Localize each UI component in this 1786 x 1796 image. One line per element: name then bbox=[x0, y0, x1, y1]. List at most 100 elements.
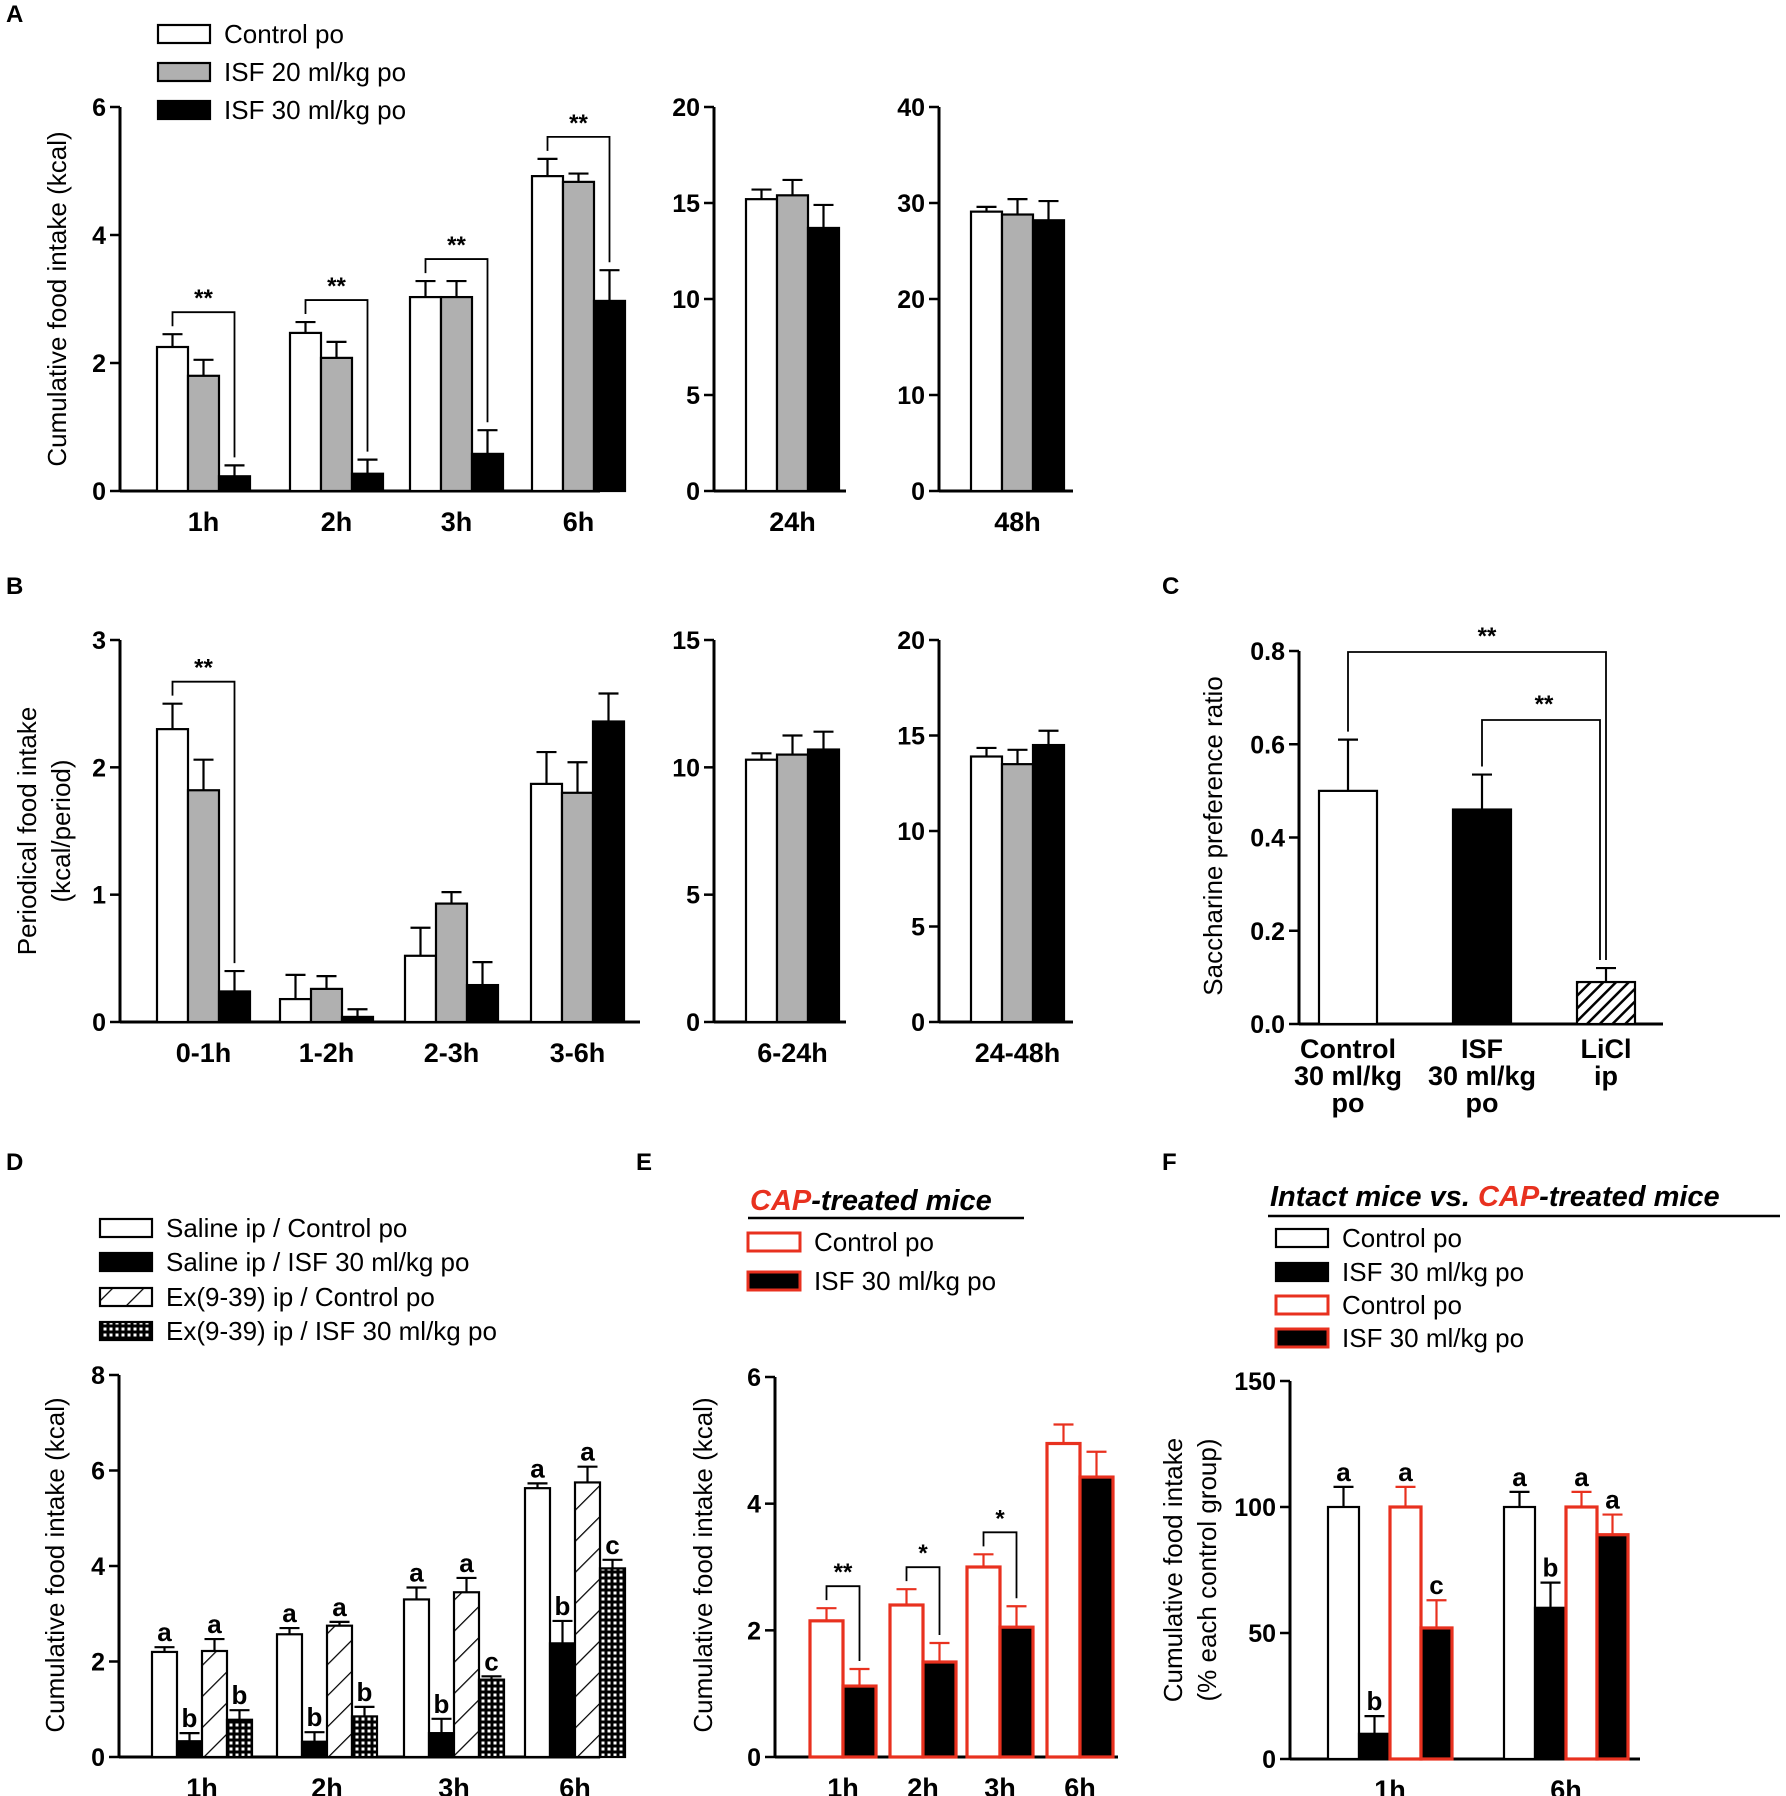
bar-F-redwhite-6h bbox=[1564, 1505, 1599, 1761]
bar-D-grid-3h bbox=[477, 1678, 506, 1759]
significance-letter-D: b bbox=[434, 1689, 450, 1719]
significance-letter-F: a bbox=[1574, 1462, 1589, 1492]
y-tick-label-A3: 30 bbox=[897, 190, 925, 218]
significance-letter-D: a bbox=[409, 1557, 424, 1587]
y-tick-label-A1: 0 bbox=[92, 478, 106, 506]
bar-B3-black-24-48h bbox=[1031, 743, 1066, 1024]
legend-swatch-D-2 bbox=[98, 1286, 154, 1308]
significance-bracket-B1 bbox=[171, 680, 236, 964]
y-axis-title-C: Saccharine preference ratio bbox=[1198, 676, 1228, 995]
significance-bracket-E bbox=[982, 1531, 1018, 1599]
bar-D-black-1h bbox=[175, 1740, 204, 1759]
significance-letter-D: a bbox=[207, 1609, 222, 1639]
legend-swatch-D-3 bbox=[98, 1320, 154, 1342]
legend-label-A-2: ISF 30 ml/kg po bbox=[224, 95, 406, 125]
bar-D-grid-2h bbox=[350, 1715, 379, 1759]
bar-B3-gray-24-48h bbox=[1000, 763, 1035, 1024]
y-tick-label-A1: 6 bbox=[92, 94, 106, 122]
bar-B1-gray-1-2h bbox=[309, 987, 344, 1024]
x-category-label-C: po bbox=[1466, 1088, 1499, 1118]
y-tick-label-A3: 0 bbox=[911, 478, 925, 506]
x-category-label-F: 1h bbox=[1374, 1775, 1406, 1796]
y-tick-label-C: 0.4 bbox=[1250, 825, 1285, 853]
x-category-label-A1: 6h bbox=[563, 507, 595, 537]
y-tick-label-D: 8 bbox=[91, 1362, 105, 1390]
x-category-label-E: 6h bbox=[1064, 1773, 1096, 1796]
legend-label-F-1: ISF 30 ml/kg po bbox=[1342, 1257, 1524, 1287]
panel-title-E: CAP-treated mice bbox=[750, 1185, 992, 1217]
bar-A2-white-24h bbox=[744, 198, 779, 493]
legend-label-D-2: Ex(9-39) ip / Control po bbox=[166, 1282, 435, 1312]
panel-label-D: D bbox=[6, 1149, 23, 1176]
significance-bracket-A1 bbox=[546, 135, 611, 263]
x-category-label-B1: 2-3h bbox=[424, 1038, 480, 1068]
legend-swatch-A-1 bbox=[156, 61, 212, 83]
significance-bracket-A1 bbox=[304, 299, 369, 452]
significance-bracket-E bbox=[905, 1566, 941, 1635]
bar-D-white-2h bbox=[275, 1633, 304, 1759]
significance-letter-F: c bbox=[1429, 1570, 1443, 1600]
significance-star-A1: ** bbox=[327, 273, 346, 300]
y-axis-title-D: Cumulative food intake (kcal) bbox=[40, 1397, 70, 1732]
significance-bracket-C bbox=[1481, 719, 1601, 961]
y-axis-title-F-units: (% each control group) bbox=[1192, 1438, 1222, 1701]
legend-label-D-0: Saline ip / Control po bbox=[166, 1213, 407, 1243]
panel-label-A: A bbox=[6, 1, 23, 28]
significance-letter-D: b bbox=[182, 1703, 198, 1733]
panel-title-F: Intact mice vs. CAP-treated mice bbox=[1270, 1181, 1720, 1213]
bar-E-redblack-6h bbox=[1078, 1475, 1115, 1759]
significance-star-B1: ** bbox=[194, 655, 213, 682]
significance-letter-D: a bbox=[530, 1453, 545, 1483]
bar-A1-white-3h bbox=[408, 295, 443, 493]
bar-A1-white-1h bbox=[155, 345, 190, 493]
bar-E-redwhite-6h bbox=[1045, 1441, 1082, 1759]
y-tick-label-A2: 20 bbox=[672, 94, 700, 122]
y-tick-label-B1: 3 bbox=[92, 627, 106, 655]
x-category-label-B3: 24-48h bbox=[975, 1038, 1061, 1068]
panel-label-F: F bbox=[1162, 1149, 1177, 1176]
legend-label-E-0: Control po bbox=[814, 1227, 934, 1257]
significance-letter-D: a bbox=[332, 1592, 347, 1622]
bar-E-redblack-1h bbox=[841, 1684, 878, 1759]
x-category-label-F: 6h bbox=[1550, 1775, 1582, 1796]
bar-D-diag-1h bbox=[200, 1649, 229, 1759]
y-tick-label-F: 100 bbox=[1234, 1494, 1276, 1522]
significance-bracket-A1 bbox=[171, 311, 236, 458]
y-tick-label-F: 50 bbox=[1248, 1620, 1276, 1648]
bar-F-white-1h bbox=[1326, 1505, 1361, 1761]
bar-E-redwhite-2h bbox=[888, 1603, 925, 1759]
y-tick-label-A1: 4 bbox=[92, 222, 106, 250]
x-category-label-D: 2h bbox=[311, 1773, 343, 1796]
significance-star-E: * bbox=[918, 1540, 928, 1567]
y-tick-label-C: 0.0 bbox=[1250, 1011, 1285, 1039]
y-tick-label-A2: 10 bbox=[672, 286, 700, 314]
y-tick-label-A2: 0 bbox=[686, 478, 700, 506]
bar-C-2 bbox=[1575, 980, 1637, 1026]
x-category-label-A3: 48h bbox=[994, 507, 1041, 537]
y-tick-label-B1: 0 bbox=[92, 1009, 106, 1037]
y-axis-title-A: Cumulative food intake (kcal) bbox=[42, 131, 72, 466]
bar-A1-black-3h bbox=[470, 452, 505, 493]
bar-C-0 bbox=[1317, 789, 1379, 1026]
y-tick-label-A2: 5 bbox=[686, 382, 700, 410]
bar-B1-gray-3-6h bbox=[560, 791, 595, 1024]
y-tick-label-B2: 5 bbox=[686, 882, 700, 910]
y-tick-label-B2: 15 bbox=[672, 627, 700, 655]
significance-letter-F: b bbox=[1367, 1686, 1383, 1716]
y-tick-label-A3: 20 bbox=[897, 286, 925, 314]
bar-C-1 bbox=[1451, 808, 1513, 1026]
y-tick-label-A2: 15 bbox=[672, 190, 700, 218]
bar-A1-black-1h bbox=[217, 475, 252, 493]
bar-B1-black-1-2h bbox=[340, 1015, 375, 1024]
y-tick-label-B2: 0 bbox=[686, 1009, 700, 1037]
y-tick-label-C: 0.2 bbox=[1250, 918, 1285, 946]
significance-letter-D: a bbox=[282, 1598, 297, 1628]
y-axis-title-F: Cumulative food intake bbox=[1158, 1438, 1188, 1702]
bar-F-redblack-6h bbox=[1595, 1533, 1630, 1761]
y-tick-label-B1: 2 bbox=[92, 754, 106, 782]
bar-A1-white-2h bbox=[288, 331, 323, 493]
bar-A2-gray-24h bbox=[775, 194, 810, 493]
x-category-label-B1: 1-2h bbox=[299, 1038, 355, 1068]
bar-B1-black-3-6h bbox=[591, 720, 626, 1024]
y-tick-label-F: 0 bbox=[1262, 1746, 1276, 1774]
